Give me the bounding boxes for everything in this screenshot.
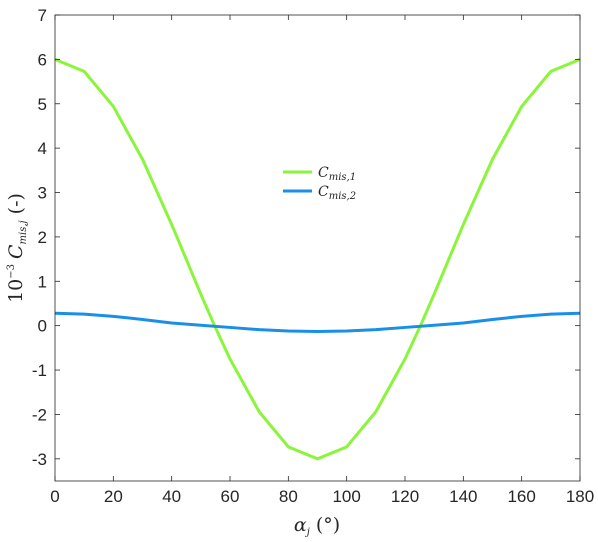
y-axis-label-var: C bbox=[5, 244, 27, 259]
y-tick-label-8: -1 bbox=[32, 361, 47, 380]
y-tick-label-1: 6 bbox=[38, 50, 47, 69]
legend-label-1-sub: mis,1 bbox=[329, 172, 356, 183]
x-tick-label-180: 180 bbox=[566, 487, 594, 506]
y-tick-label-9: -2 bbox=[32, 405, 47, 424]
x-tick-label-20: 20 bbox=[104, 487, 123, 506]
x-tick-label-160: 160 bbox=[507, 487, 535, 506]
series-line-1 bbox=[54, 57, 581, 461]
y-tick-label-7: 0 bbox=[38, 317, 47, 336]
x-axis-label: αj (°) bbox=[294, 514, 340, 538]
x-tick-label-80: 80 bbox=[279, 487, 298, 506]
plot-frame bbox=[54, 14, 581, 482]
x-tick-label-60: 60 bbox=[221, 487, 240, 506]
y-tick-label-4: 3 bbox=[38, 184, 47, 203]
plot-background bbox=[55, 15, 580, 481]
y-tick-label-2: 5 bbox=[38, 95, 47, 114]
x-axis-label-sub: j bbox=[305, 527, 310, 538]
y-tick-label-10: -3 bbox=[32, 450, 47, 469]
legend-label-2-sub: mis,2 bbox=[329, 191, 356, 202]
y-tick-label-3: 4 bbox=[38, 139, 47, 158]
legend-label-2: Cmis,2 bbox=[318, 184, 356, 202]
y-axis-label-sub: mis,j bbox=[18, 220, 29, 244]
series-layer bbox=[54, 57, 581, 461]
y-axis-label-prefix: 10 bbox=[5, 279, 27, 303]
legend-label-2-var: C bbox=[318, 184, 329, 200]
legend: Cmis,1 Cmis,2 bbox=[283, 165, 356, 202]
x-tick-label-100: 100 bbox=[332, 487, 360, 506]
y-axis-label-unit: (-) bbox=[5, 193, 27, 214]
x-axis-label-unit: (°) bbox=[316, 514, 340, 536]
x-tick-label-0: 0 bbox=[50, 487, 59, 506]
y-tick-label-5: 2 bbox=[38, 228, 47, 247]
x-tick-label-120: 120 bbox=[391, 487, 419, 506]
series-line-2 bbox=[54, 311, 581, 333]
y-axis-label-exp: −3 bbox=[6, 264, 17, 279]
y-axis-label: 10−3 Cmis,j (-) bbox=[5, 193, 29, 303]
legend-label-1-var: C bbox=[318, 165, 329, 181]
y-tick-label-6: 1 bbox=[38, 272, 47, 291]
legend-label-1: Cmis,1 bbox=[318, 165, 356, 183]
x-tick-label-40: 40 bbox=[162, 487, 181, 506]
y-tick-label-0: 7 bbox=[38, 6, 47, 25]
x-axis-label-var: α bbox=[294, 514, 307, 536]
tick-layer: 0 20 40 60 80 100 120 140 160 180 7 6 5 4 3 2 1 0 -1 -2 -3 bbox=[32, 6, 594, 506]
x-tick-label-140: 140 bbox=[449, 487, 477, 506]
